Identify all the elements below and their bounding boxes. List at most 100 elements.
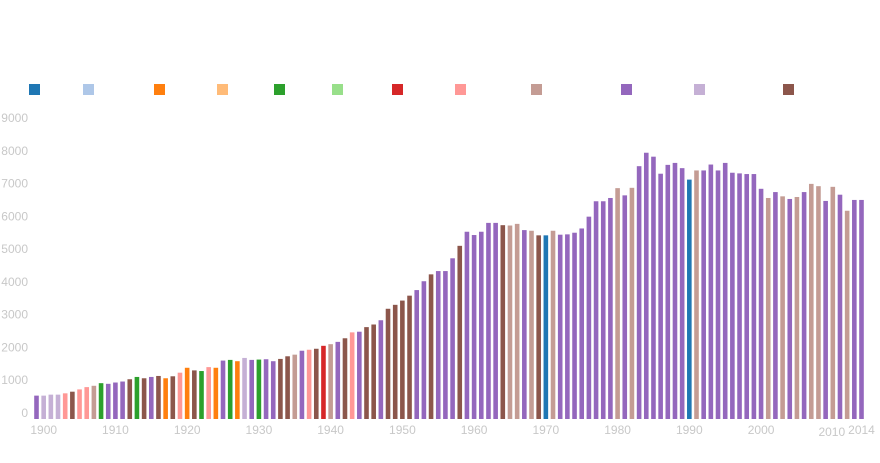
bar-1931[interactable] [263,359,269,419]
legend-swatch[interactable] [531,84,542,95]
bar-1927[interactable] [235,361,240,419]
bar-1988[interactable] [672,162,678,419]
bar-1901[interactable] [48,394,54,419]
bar-1944[interactable] [357,331,362,419]
bar-2006[interactable] [801,192,807,419]
bar-1926[interactable] [227,359,233,419]
bar-1993[interactable] [708,164,714,419]
bar-1940[interactable] [328,344,333,419]
bar-1985[interactable] [651,156,656,419]
bar-1904[interactable] [70,391,75,419]
bar-2000[interactable] [758,188,764,419]
bar-1987[interactable] [665,164,671,419]
bar-1909[interactable] [105,383,111,419]
bar-1900[interactable] [41,395,46,419]
bar-1941[interactable] [335,341,341,419]
bar-1952[interactable] [414,290,420,419]
legend-swatch[interactable] [217,84,228,95]
bar-1916[interactable] [156,375,161,419]
bar-1969[interactable] [536,235,541,419]
bar-1981[interactable] [622,195,628,419]
bar-1932[interactable] [270,361,276,419]
bar-1905[interactable] [77,389,82,419]
bar-2001[interactable] [765,197,771,419]
bar-1948[interactable] [385,308,391,419]
bar-1970[interactable] [543,235,549,419]
bar-1949[interactable] [392,304,398,419]
legend-swatch[interactable] [274,84,285,95]
bar-1933[interactable] [278,358,283,419]
bar-1908[interactable] [98,383,104,419]
bar-1937[interactable] [306,349,312,419]
bar-1935[interactable] [292,354,298,419]
bar-2013[interactable] [852,199,857,419]
bar-1956[interactable] [443,271,448,419]
bar-2003[interactable] [780,196,785,419]
bar-1939[interactable] [321,345,326,419]
bar-1920[interactable] [184,367,190,419]
bar-1984[interactable] [643,152,649,420]
bar-1960[interactable] [471,235,477,419]
bar-1934[interactable] [285,356,290,419]
bar-1991[interactable] [694,170,699,419]
bar-1938[interactable] [313,348,319,419]
legend-swatch[interactable] [392,84,403,95]
bar-1972[interactable] [557,234,563,419]
bar-1997[interactable] [737,173,742,419]
bar-1958[interactable] [457,245,463,419]
bar-1951[interactable] [407,295,412,419]
bar-2014[interactable] [859,199,864,419]
bar-1962[interactable] [486,222,491,419]
bar-1986[interactable] [658,173,663,419]
legend-swatch[interactable] [455,84,466,95]
bar-1955[interactable] [435,271,441,419]
bar-1947[interactable] [378,320,384,419]
bar-1971[interactable] [550,230,556,419]
bar-1975[interactable] [579,228,585,419]
bar-1921[interactable] [192,370,197,419]
bar-1918[interactable] [170,376,176,419]
bar-1942[interactable] [342,338,348,419]
bar-1977[interactable] [593,201,599,419]
legend-swatch[interactable] [694,84,705,95]
bar-1903[interactable] [62,393,68,419]
bar-1983[interactable] [636,166,642,419]
bar-1945[interactable] [364,327,369,419]
bar-1994[interactable] [715,170,721,419]
bar-1910[interactable] [113,382,118,419]
bar-2005[interactable] [794,196,800,419]
bar-1963[interactable] [493,222,498,419]
bar-1925[interactable] [220,360,226,419]
bar-1978[interactable] [600,201,606,419]
bar-1959[interactable] [464,231,470,419]
bar-2007[interactable] [808,183,814,419]
bar-1957[interactable] [450,258,455,419]
bar-1943[interactable] [349,332,355,419]
legend-swatch[interactable] [29,84,40,95]
bar-1924[interactable] [213,367,219,419]
bar-1953[interactable] [421,281,427,419]
bar-1965[interactable] [507,225,513,419]
bar-1964[interactable] [500,225,506,419]
bar-2002[interactable] [773,192,778,419]
bar-1973[interactable] [565,234,570,419]
bar-1967[interactable] [522,230,527,419]
bar-1954[interactable] [428,274,434,419]
bar-1922[interactable] [199,371,204,419]
bar-1974[interactable] [572,232,577,419]
bar-2009[interactable] [823,200,828,419]
bar-1946[interactable] [371,324,376,420]
bar-1919[interactable] [177,372,183,419]
bar-1923[interactable] [206,367,211,419]
bar-1990[interactable] [687,179,692,419]
legend-swatch[interactable] [83,84,94,95]
bar-1906[interactable] [84,387,90,419]
legend-swatch[interactable] [332,84,343,95]
bar-1911[interactable] [120,381,125,419]
bar-1913[interactable] [134,376,140,419]
bar-1929[interactable] [249,359,255,419]
bar-1917[interactable] [163,378,168,419]
bar-1936[interactable] [299,350,305,419]
bar-1999[interactable] [751,174,757,419]
bar-2011[interactable] [837,194,843,419]
